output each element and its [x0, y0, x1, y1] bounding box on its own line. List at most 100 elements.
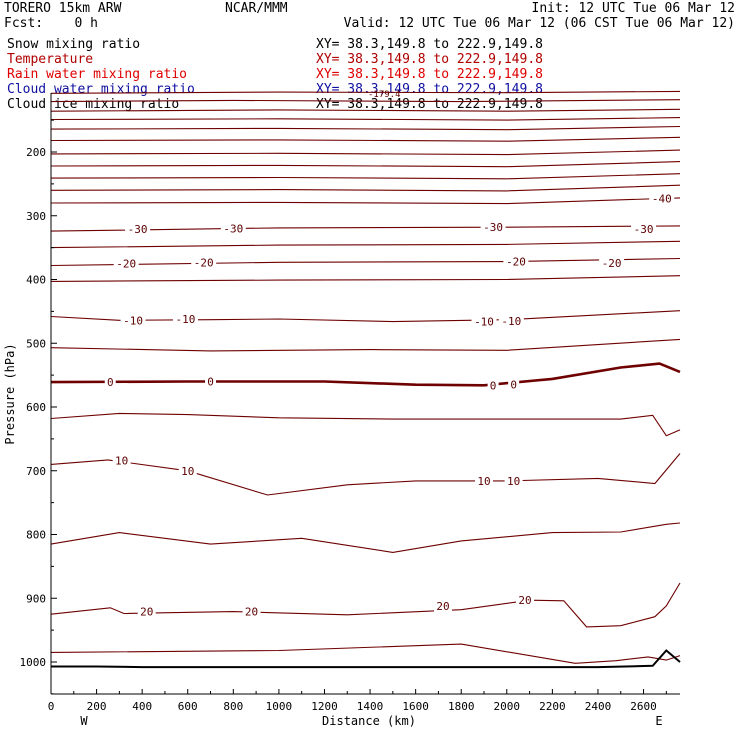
- legend-xy-snow: XY= 38.3,149.8 to 222.9,149.8: [316, 37, 543, 52]
- contour-label: -30: [634, 223, 654, 236]
- isotherm-line: [50, 136, 681, 142]
- contour-label-bg: [191, 256, 217, 269]
- y-tick-label: 200: [26, 146, 46, 159]
- x-axis-right-end-label: E: [655, 714, 662, 728]
- contour-label-bg: [433, 599, 452, 612]
- contour-label-bg: [104, 376, 116, 389]
- isotherm-line: [50, 99, 681, 103]
- contour-label: -10: [176, 313, 196, 326]
- y-tick-label: 1000: [20, 656, 47, 669]
- isotherm-line: [50, 197, 681, 205]
- isotherm-line: [50, 173, 681, 180]
- contour-label-bg: [220, 222, 246, 235]
- contour-label: 0: [490, 379, 497, 392]
- contour-label-bg: [205, 375, 217, 388]
- legend-name-cloud-ice: Cloud ice mixing ratio: [7, 97, 179, 112]
- plot-area: -40 -30 -30 -30 -30 -20 -20 -20 -20 -10 -10 -10 -10 0…: [20, 90, 681, 713]
- isotherm-line: [50, 412, 681, 437]
- forecast-hour: Fcst: 0 h: [4, 16, 98, 31]
- plot-frame: [51, 93, 680, 694]
- x-axis-ticks: 0 200 400 600 800 1000 1200 1400 1600 1800 2000 220…: [48, 689, 667, 713]
- y-tick-label: 300: [26, 210, 46, 223]
- contour-label: -20: [506, 256, 526, 269]
- center-title: NCAR/MMM: [225, 1, 288, 16]
- contour-label-bg: [487, 379, 499, 392]
- contour-label-bg: [503, 255, 529, 268]
- isotherm-line: [50, 90, 681, 94]
- contour-label-bg: [471, 315, 497, 328]
- y-tick-label: 700: [26, 465, 46, 478]
- legend-xy-cloud-ice: XY= 38.3,149.8 to 222.9,149.8: [316, 97, 543, 112]
- contour-label: 20: [140, 606, 153, 619]
- y-axis-title: Pressure (hPa): [3, 343, 17, 444]
- isotherm-line: [50, 149, 681, 156]
- contour-label-bg: [631, 223, 657, 236]
- contour-label: -30: [483, 221, 503, 234]
- contour-label: -30: [128, 223, 148, 236]
- x-tick-label: 1800: [448, 700, 475, 713]
- isotherm-line: [50, 240, 681, 249]
- isotherm-line: [50, 108, 681, 112]
- x-tick-label: 0: [48, 700, 55, 713]
- terrain-line: [51, 649, 681, 669]
- contour-label: 10: [507, 475, 520, 488]
- contour-label-bg: [120, 314, 146, 327]
- contour-label-bg: [112, 454, 131, 467]
- model-title: TORERO 15km ARW: [4, 1, 122, 16]
- contour-label-bg: [516, 594, 535, 607]
- valid-time: Valid: 12 UTC Tue 06 Mar 12 (06 CST Tue …: [344, 16, 735, 31]
- contour-label-bg: [480, 221, 506, 234]
- contour-label-bg: [172, 313, 198, 326]
- contour-label-bg: [498, 314, 524, 327]
- y-tick-label: 400: [26, 274, 46, 287]
- y-tick-label: 500: [26, 337, 46, 350]
- x-axis-left-end-label: W: [80, 714, 88, 728]
- isotherm-line: [50, 362, 681, 387]
- terrain-layer: [51, 649, 681, 669]
- contour-label: 10: [115, 455, 128, 468]
- contour-label: -20: [194, 256, 214, 269]
- x-tick-label: 200: [87, 700, 107, 713]
- y-tick-label: 600: [26, 401, 46, 414]
- init-time: Init: 12 UTC Tue 06 Mar 12: [532, 1, 736, 16]
- contour-label-bg: [475, 474, 494, 487]
- contour-label: -10: [474, 316, 494, 329]
- y-tick-label: 900: [26, 592, 46, 605]
- y-axis-ticks: 200 300 400 500 600 700 800 900 1000: [20, 119, 57, 695]
- contour-label-bg: [649, 192, 675, 205]
- isotherm-line: [50, 453, 681, 496]
- x-tick-label: 2000: [494, 700, 521, 713]
- contour-label: 20: [518, 594, 531, 607]
- x-tick-label: 400: [132, 700, 152, 713]
- contour-label: 0: [510, 379, 517, 392]
- contour-label: -20: [602, 257, 622, 270]
- x-tick-label: 1400: [357, 700, 384, 713]
- x-axis-title: Distance (km): [322, 714, 416, 728]
- contour-label-bg: [125, 223, 151, 236]
- isotherm-line: [50, 161, 681, 168]
- contour-label: 10: [477, 475, 490, 488]
- isotherm-line: [50, 257, 681, 267]
- isotherm-line: [50, 117, 681, 121]
- x-tick-label: 2600: [630, 700, 657, 713]
- isotherm-layer: [50, 90, 681, 664]
- isotherm-line: [50, 225, 681, 232]
- contour-label-bg: [599, 256, 625, 269]
- contour-label-bg: [508, 378, 520, 391]
- x-tick-label: 1600: [402, 700, 429, 713]
- overlap-contour-label: -179.4: [368, 90, 401, 100]
- contour-label: 10: [181, 465, 194, 478]
- contour-label: -20: [116, 258, 136, 271]
- x-tick-label: 800: [223, 700, 243, 713]
- x-tick-label: 1200: [311, 700, 338, 713]
- legend-xy-temperature: XY= 38.3,149.8 to 222.9,149.8: [316, 52, 543, 67]
- legend-name-snow: Snow mixing ratio: [7, 37, 140, 52]
- contour-label: 0: [107, 376, 114, 389]
- contour-label: -40: [652, 193, 672, 206]
- contour-label-bg: [504, 474, 523, 487]
- isotherm-line: [50, 184, 681, 192]
- contour-label-bg: [113, 257, 139, 270]
- x-tick-label: 600: [178, 700, 198, 713]
- contour-label: -30: [223, 223, 243, 236]
